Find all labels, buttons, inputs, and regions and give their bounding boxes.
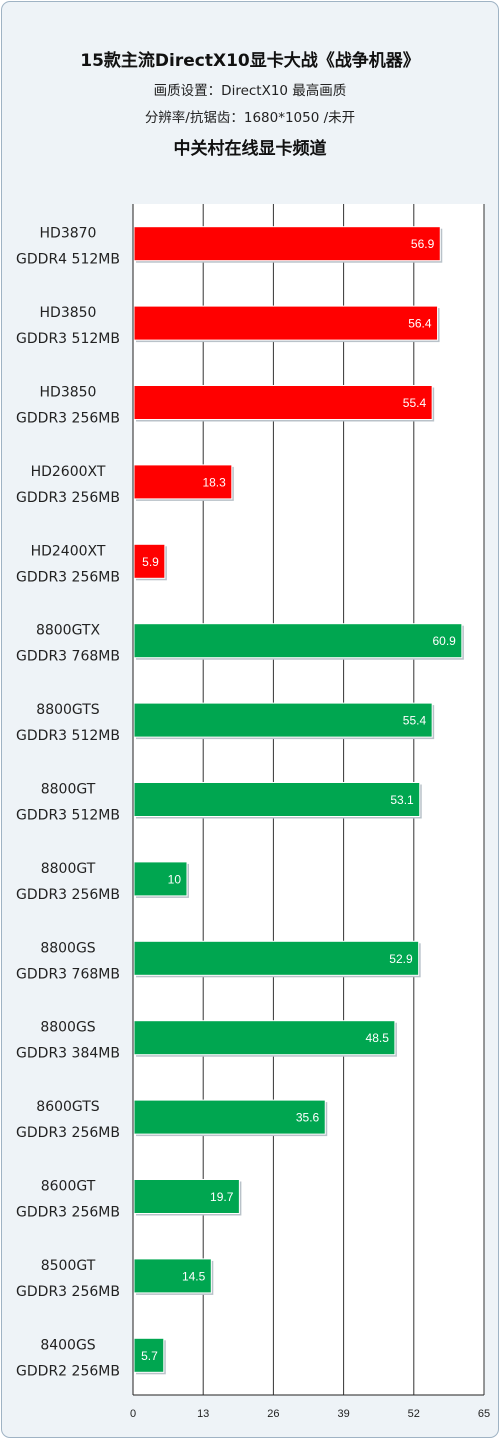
- category-label-memory: GDDR3 512MB: [16, 331, 120, 347]
- bar-value-label: 55.4: [403, 396, 427, 410]
- bar: [133, 702, 433, 738]
- category-label-model: HD3850: [40, 385, 97, 401]
- category-label-memory: GDDR3 256MB: [16, 569, 120, 585]
- bar: [133, 1099, 326, 1135]
- category-label-memory: GDDR3 256MB: [16, 411, 120, 427]
- bar: [133, 464, 233, 500]
- bar-value-label: 5.7: [141, 1349, 158, 1363]
- bar-value-label: 10: [168, 872, 182, 886]
- category-label-memory: GDDR3 768MB: [16, 649, 120, 665]
- x-tick-label: 65: [478, 1408, 490, 1420]
- bar: [133, 623, 463, 659]
- bar: [133, 226, 441, 262]
- bar-value-label: 18.3: [202, 475, 226, 489]
- bar-value-label: 60.9: [433, 634, 457, 648]
- category-label-model: HD2400XT: [31, 543, 106, 559]
- category-label-model: 8600GTS: [36, 1099, 100, 1115]
- bar-value-label: 19.7: [210, 1190, 234, 1204]
- bar-value-label: 52.9: [389, 952, 413, 966]
- x-tick-label: 13: [197, 1408, 209, 1420]
- quality-setting-text: 画质设置：DirectX10 最高画质: [153, 83, 347, 99]
- category-label-memory: GDDR3 512MB: [16, 808, 120, 824]
- category-label-memory: GDDR3 256MB: [16, 1125, 120, 1141]
- category-label-memory: GDDR2 256MB: [16, 1363, 120, 1379]
- bar: [133, 1258, 212, 1294]
- category-label-model: 8600GT: [41, 1179, 96, 1195]
- bar: [133, 940, 420, 976]
- x-tick-label: 26: [267, 1408, 279, 1420]
- bar-value-label: 53.1: [390, 793, 414, 807]
- bar-value-label: 14.5: [182, 1269, 206, 1283]
- resolution-setting-text: 分辨率/抗锯齿：1680*1050 /未开: [144, 110, 356, 126]
- source-channel-text: 中关村在线显卡频道: [173, 139, 327, 159]
- category-label-model: HD3850: [40, 305, 97, 321]
- category-label-memory: GDDR3 256MB: [16, 490, 120, 506]
- category-label-memory: GDDR3 256MB: [16, 1284, 120, 1300]
- category-label-model: 8800GT: [41, 861, 96, 877]
- category-label-memory: GDDR3 384MB: [16, 1046, 120, 1062]
- bar-value-label: 35.6: [296, 1111, 320, 1125]
- category-label-model: 8800GTX: [36, 623, 101, 639]
- category-label-model: 8800GS: [40, 1020, 95, 1036]
- bar: [133, 1179, 240, 1214]
- category-label-memory: GDDR4 512MB: [16, 252, 120, 268]
- bar-value-label: 48.5: [366, 1031, 390, 1045]
- category-label-model: 8500GT: [41, 1258, 96, 1274]
- bar: [133, 861, 188, 897]
- category-label-model: HD3870: [40, 226, 97, 242]
- chart-title: 15款主流DirectX10显卡大战《战争机器》: [80, 51, 420, 71]
- bar: [133, 782, 421, 817]
- bar: [133, 305, 439, 341]
- bar-value-label: 56.4: [408, 317, 432, 331]
- x-tick-label: 39: [337, 1408, 349, 1420]
- bar: [133, 543, 166, 579]
- chart-header: 15款主流DirectX10显卡大战《战争机器》 画质设置：DirectX10 …: [2, 2, 498, 202]
- bar: [133, 1020, 396, 1056]
- category-label-memory: GDDR3 768MB: [16, 966, 120, 982]
- bar-value-label: 5.9: [142, 555, 159, 569]
- category-label-memory: GDDR3 256MB: [16, 1205, 120, 1221]
- category-label-model: 8800GS: [40, 940, 95, 956]
- category-label-model: 8800GT: [41, 782, 96, 798]
- bar: [133, 385, 433, 420]
- bar: [133, 1337, 165, 1373]
- category-label-model: 8800GTS: [36, 702, 100, 718]
- category-label-memory: GDDR3 256MB: [16, 887, 120, 903]
- bar-value-label: 55.4: [403, 714, 427, 728]
- bar-value-label: 56.9: [411, 237, 435, 251]
- category-label-model: 8400GS: [40, 1337, 95, 1353]
- x-tick-label: 52: [408, 1408, 420, 1420]
- category-label-memory: GDDR3 512MB: [16, 728, 120, 744]
- category-label-model: HD2600XT: [31, 464, 106, 480]
- x-tick-label: 0: [130, 1408, 136, 1420]
